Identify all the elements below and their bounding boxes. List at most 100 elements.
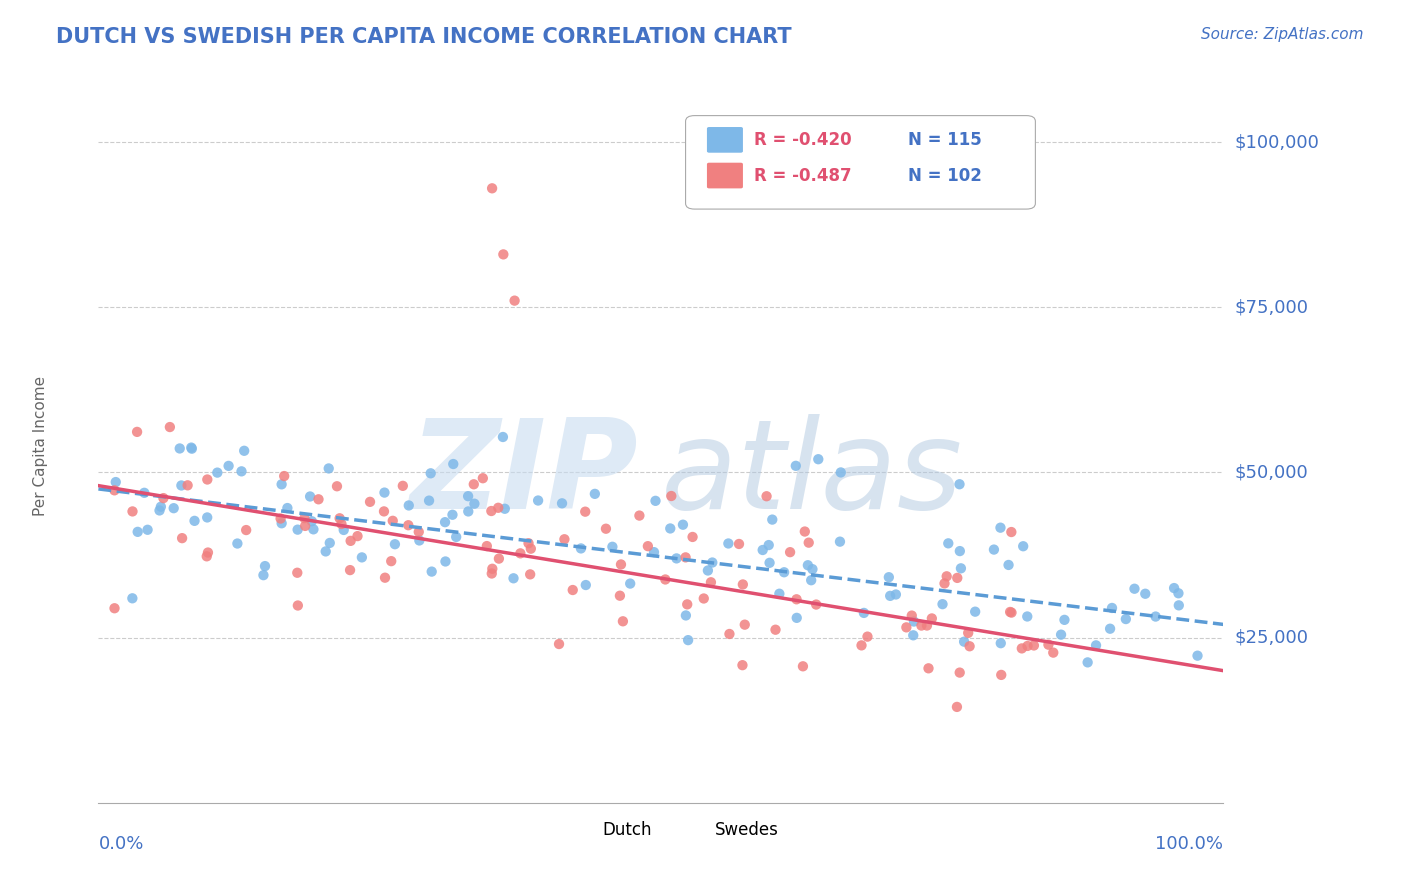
Point [551, 496, 574, 510]
Point [856, 630, 879, 644]
Point [299, 490, 322, 504]
Point [896, 620, 918, 634]
Point [1099, 622, 1122, 636]
Point [253, 559, 276, 574]
Point [879, 589, 901, 603]
Point [381, 514, 404, 528]
Point [948, 477, 970, 491]
Point [935, 569, 957, 583]
Point [779, 545, 801, 559]
Point [434, 515, 457, 529]
Point [602, 540, 624, 554]
Point [830, 466, 852, 480]
Point [1011, 641, 1033, 656]
Point [595, 522, 617, 536]
Point [494, 501, 516, 516]
Point [1187, 648, 1209, 663]
Point [330, 516, 353, 531]
Point [419, 467, 441, 481]
Point [612, 615, 634, 629]
Point [104, 475, 127, 489]
Point [318, 461, 340, 475]
Point [990, 636, 1012, 650]
Point [553, 533, 575, 547]
Point [786, 611, 808, 625]
Point [486, 500, 509, 515]
Point [329, 511, 352, 525]
Point [659, 489, 682, 503]
Point [718, 627, 741, 641]
Point [758, 538, 780, 552]
Point [877, 570, 900, 584]
Point [676, 633, 699, 648]
Point [136, 523, 159, 537]
Point [350, 550, 373, 565]
Point [751, 543, 773, 558]
Point [734, 617, 756, 632]
Point [793, 524, 815, 539]
Point [997, 558, 1019, 572]
Text: $75,000: $75,000 [1234, 298, 1309, 317]
Point [910, 618, 932, 632]
Point [270, 511, 292, 525]
Point [949, 561, 972, 575]
Text: $50,000: $50,000 [1234, 464, 1308, 482]
Point [773, 566, 796, 580]
Point [797, 535, 820, 549]
Point [207, 466, 229, 480]
Point [121, 504, 143, 518]
Point [792, 659, 814, 673]
Point [990, 521, 1012, 535]
Point [270, 477, 292, 491]
Point [1163, 581, 1185, 595]
Point [326, 479, 349, 493]
Text: R = -0.487: R = -0.487 [754, 167, 852, 185]
Point [392, 479, 415, 493]
Point [127, 524, 149, 539]
Text: N = 115: N = 115 [908, 131, 981, 149]
Point [786, 592, 808, 607]
Point [700, 575, 723, 590]
FancyBboxPatch shape [707, 162, 742, 188]
Point [502, 571, 524, 585]
Text: DUTCH VS SWEDISH PER CAPITA INCOME CORRELATION CHART: DUTCH VS SWEDISH PER CAPITA INCOME CORRE… [56, 27, 792, 46]
Text: $100,000: $100,000 [1234, 133, 1319, 151]
Point [1038, 638, 1060, 652]
Point [936, 536, 959, 550]
Point [953, 634, 976, 648]
Point [517, 536, 540, 550]
Point [235, 523, 257, 537]
Point [702, 556, 724, 570]
Point [1167, 586, 1189, 600]
Point [170, 478, 193, 492]
Point [628, 508, 651, 523]
Point [800, 573, 823, 587]
Point [163, 501, 186, 516]
Point [619, 576, 641, 591]
Point [637, 539, 659, 553]
Text: N = 102: N = 102 [908, 167, 983, 185]
Point [758, 556, 780, 570]
Point [152, 491, 174, 505]
Point [285, 566, 308, 580]
Point [408, 533, 430, 548]
Point [665, 551, 688, 566]
FancyBboxPatch shape [686, 116, 1035, 209]
Point [195, 510, 218, 524]
Point [359, 495, 381, 509]
Point [183, 514, 205, 528]
Point [520, 541, 543, 556]
Point [1053, 613, 1076, 627]
Point [276, 501, 298, 516]
Point [765, 623, 787, 637]
Point [934, 576, 956, 591]
Text: ZIP: ZIP [409, 414, 638, 535]
Point [339, 563, 361, 577]
FancyBboxPatch shape [568, 819, 598, 841]
Point [481, 562, 503, 576]
Point [1042, 646, 1064, 660]
Point [169, 442, 191, 456]
Point [917, 661, 939, 675]
Point [949, 665, 972, 680]
Point [903, 628, 925, 642]
